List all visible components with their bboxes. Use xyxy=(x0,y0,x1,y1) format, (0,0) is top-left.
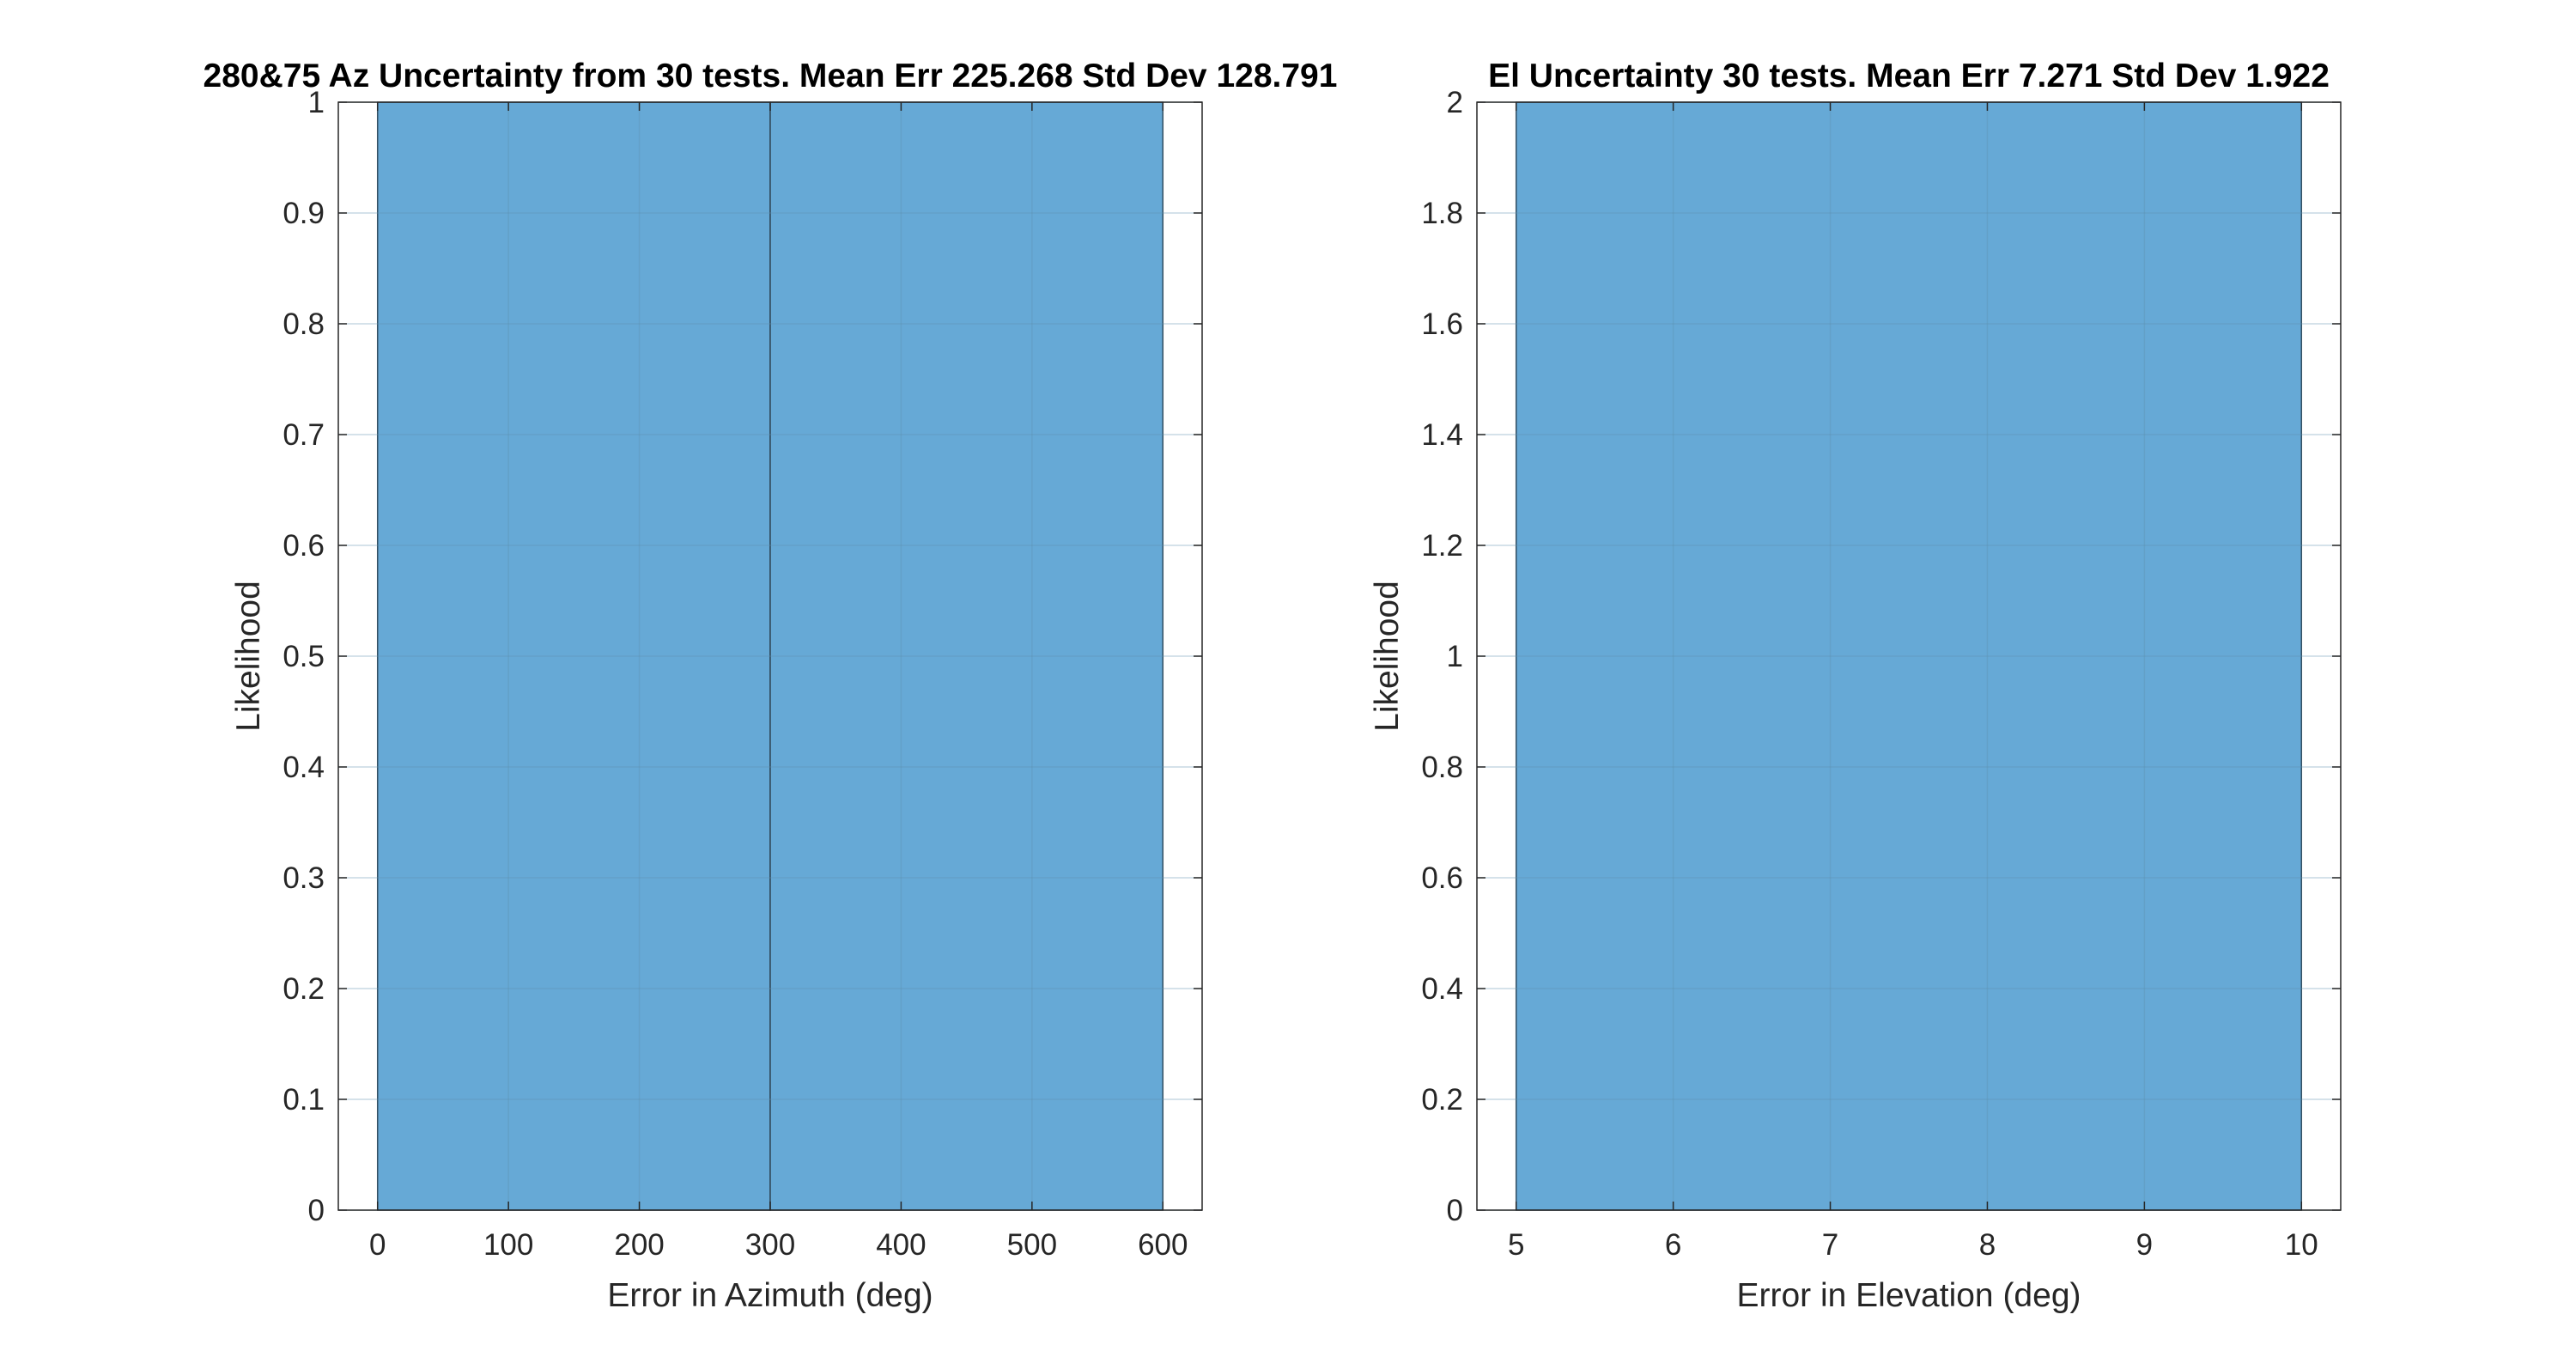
y-tick-label: 0.5 xyxy=(283,640,325,673)
x-tick-label: 7 xyxy=(1822,1228,1838,1262)
y-tick-label: 2 xyxy=(1447,86,1463,119)
x-tick-label: 5 xyxy=(1508,1228,1524,1262)
x-tick-label: 8 xyxy=(1979,1228,1996,1262)
elevation-histogram-panel: 5 6 7 8 9 10 0 0.2 0.4 0.6 0.8 1 1.2 1.4 1.6 1.8 2 El Unc… xyxy=(1369,58,2342,1314)
y-tick-label: 1.6 xyxy=(1421,307,1463,341)
y-tick-label: 1.2 xyxy=(1421,529,1463,563)
y-tick-label: 0.8 xyxy=(1421,751,1463,784)
azimuth-bar-1 xyxy=(769,101,1164,1211)
y-tick-label: 0.4 xyxy=(1421,972,1463,1006)
y-tick-label: 0.7 xyxy=(283,418,325,452)
y-tick-label: 0.6 xyxy=(1421,861,1463,895)
x-tick-label: 600 xyxy=(1138,1228,1188,1262)
x-tick-label: 0 xyxy=(369,1228,386,1262)
y-tick-label: 0.4 xyxy=(283,751,325,784)
y-tick-label: 1 xyxy=(1447,640,1463,673)
y-axis-label: Likelihood xyxy=(1369,581,1406,732)
y-tick-label: 0.6 xyxy=(283,529,325,563)
x-axis-label: Error in Azimuth (deg) xyxy=(607,1277,933,1314)
y-tick-label: 1.8 xyxy=(1421,197,1463,230)
y-tick-label: 0 xyxy=(1447,1194,1463,1227)
y-axis-label: Likelihood xyxy=(230,581,267,732)
y-tick-label: 1 xyxy=(308,86,325,119)
x-tick-label: 200 xyxy=(614,1228,664,1262)
y-tick-label: 1.4 xyxy=(1421,418,1463,452)
x-tick-label: 400 xyxy=(876,1228,926,1262)
y-tick-label: 0.2 xyxy=(283,972,325,1006)
azimuth-chart-title: 280&75 Az Uncertainty from 30 tests. Mea… xyxy=(204,58,1338,94)
y-tick-label: 0.2 xyxy=(1421,1083,1463,1117)
x-tick-label: 9 xyxy=(2136,1228,2153,1262)
y-tick-label: 0 xyxy=(308,1194,325,1227)
y-tick-label: 0.8 xyxy=(283,307,325,341)
x-tick-label: 10 xyxy=(2285,1228,2318,1262)
x-tick-label: 500 xyxy=(1007,1228,1057,1262)
x-tick-label: 100 xyxy=(483,1228,533,1262)
y-tick-label: 0.1 xyxy=(283,1083,325,1117)
x-tick-label: 300 xyxy=(745,1228,795,1262)
azimuth-histogram-panel: 0 100 200 300 400 500 600 0 0.1 0.2 0.3 0.4 0.5 0.6 0.… xyxy=(204,58,1338,1314)
y-tick-label: 0.9 xyxy=(283,197,325,230)
elevation-bar-0 xyxy=(1515,101,2303,1211)
azimuth-bar-0 xyxy=(376,101,771,1211)
elevation-chart-title: El Uncertainty 30 tests. Mean Err 7.271 … xyxy=(1488,58,2330,94)
y-tick-label: 0.3 xyxy=(283,861,325,895)
x-axis-label: Error in Elevation (deg) xyxy=(1736,1277,2081,1314)
x-tick-label: 6 xyxy=(1665,1228,1681,1262)
